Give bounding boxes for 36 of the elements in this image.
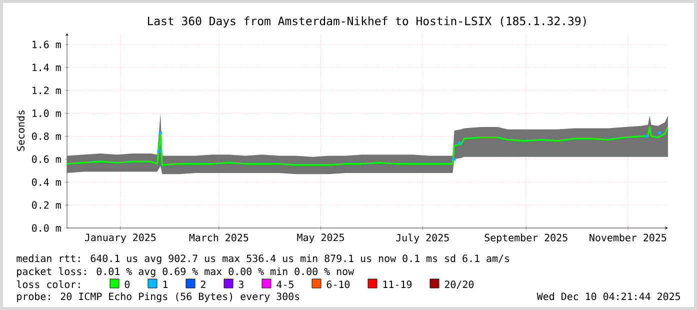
y-tick-label: 0.2 m: [32, 201, 61, 209]
point: [658, 131, 662, 134]
text: median rtt: 640.1 us avg 902.7 us max 536.4 us min 879.1 us now 0.1 ms sd 6.1 am/s: [16, 254, 510, 264]
x-tick-label: May 2025: [297, 234, 344, 244]
point: [452, 158, 456, 161]
x-tick-label: March 2025: [189, 234, 248, 242]
legend-label: 4-5: [276, 280, 294, 288]
x-tick-label: January 2025: [84, 234, 156, 244]
legend-label: 20/20: [444, 280, 474, 289]
x-tick-label: July 2025: [396, 234, 449, 244]
legend-label: 3: [238, 280, 244, 288]
text: Wed Dec 10 04:21:44 2025: [536, 292, 680, 300]
x-tick-label: November 2025: [590, 234, 666, 242]
legend-label: 0: [124, 280, 130, 288]
text: packet loss: 0.01 % avg 0.69 % max 0.00 % min 0.00 % now: [17, 267, 354, 278]
legend-title: loss color:: [16, 280, 80, 288]
legend-label: 1: [163, 280, 168, 288]
y-tick-label: 0.0 m: [32, 224, 61, 232]
y-tick-label: 0.8 m: [32, 132, 61, 140]
point: [458, 142, 461, 145]
point: [159, 131, 162, 134]
text: probe: 20 ICMP Echo Pings (56 Bytes) every 300s: [17, 292, 300, 302]
y-tick-label: 0.6 m: [32, 155, 61, 163]
point: [644, 134, 648, 138]
y-tick-label: 1.4 m: [32, 64, 61, 72]
x-tick-label: September 2025: [484, 234, 568, 244]
y-tick-label: 0.4 m: [32, 178, 61, 186]
legend-label: 11-19: [383, 280, 412, 288]
legend-label: 2: [200, 280, 206, 288]
y-tick-label: 1.6 m: [32, 40, 61, 48]
y-tick-label: 1.2 m: [32, 86, 61, 94]
y-axis-title: Seconds: [16, 110, 25, 151]
point: [157, 150, 160, 153]
legend-label: 6-10: [326, 280, 350, 288]
y-tick-label: 1.0 m: [32, 110, 61, 118]
chart-title: Last 360 Days from Amsterdam-Nikhef to Hostin-LSIX (185.1.32.39): [148, 16, 586, 28]
